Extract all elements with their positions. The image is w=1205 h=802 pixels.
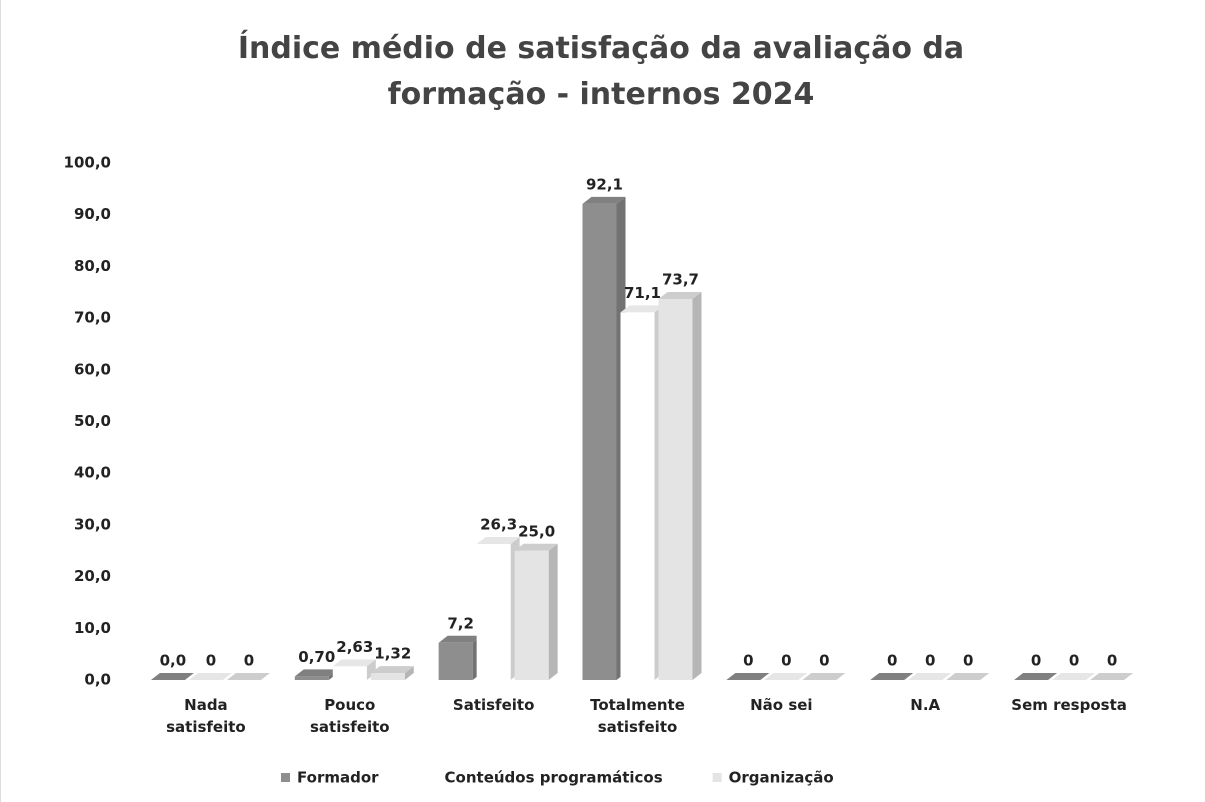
data-label: 71,1 (624, 284, 661, 302)
y-tick-label: 30,0 (74, 515, 111, 533)
bar-top (438, 635, 482, 643)
data-label: 0 (925, 652, 935, 670)
y-tick-label: 90,0 (74, 205, 111, 223)
x-tick-label: Não sei (750, 696, 813, 714)
legend-label: Formador (297, 769, 379, 787)
y-tick-label: 40,0 (74, 464, 111, 482)
data-label: 0 (781, 652, 791, 670)
bar-top (514, 543, 558, 551)
bar (658, 298, 693, 680)
data-label: 0 (206, 652, 216, 670)
data-label: 0 (1107, 652, 1117, 670)
data-label: 92,1 (586, 175, 623, 193)
x-tick-label: Nada satisfeito (166, 696, 246, 736)
bar-top (370, 666, 414, 674)
y-tick-label: 60,0 (74, 360, 111, 378)
legend-label: Conteúdos programáticos (445, 769, 663, 787)
bar (476, 544, 511, 680)
data-label: 0 (1069, 652, 1079, 670)
bar-side (404, 666, 414, 680)
bar-top (802, 673, 846, 680)
y-tick-label: 80,0 (74, 257, 111, 275)
bar (582, 203, 617, 680)
legend-swatch (428, 773, 438, 782)
y-tick-label: 20,0 (74, 567, 111, 585)
bar-side (692, 291, 702, 680)
x-tick-label: Pouco satisfeito (309, 696, 390, 736)
y-tick-label: 0,0 (84, 671, 111, 689)
data-label: 0,0 (160, 652, 187, 670)
y-tick-label: 50,0 (74, 412, 111, 430)
data-label: 7,2 (447, 614, 474, 632)
data-label: 0 (743, 652, 753, 670)
x-tick-label: N.A (910, 696, 941, 714)
x-tick-label: Sem resposta (1011, 696, 1127, 714)
data-label: 0 (244, 652, 254, 670)
bar (514, 550, 549, 680)
legend-swatch (281, 773, 290, 782)
chart-title: Índice médio de satisfação da avaliação … (237, 31, 965, 112)
y-tick-label: 70,0 (74, 309, 111, 327)
data-label: 25,0 (518, 522, 555, 540)
data-label: 0 (1031, 652, 1041, 670)
bar-top (332, 659, 376, 667)
data-label: 2,63 (336, 638, 373, 656)
data-label: 0 (819, 652, 829, 670)
bar (294, 676, 329, 680)
bar-top (226, 673, 270, 680)
bar-top (1014, 673, 1058, 680)
data-label: 0 (887, 652, 897, 670)
bar (370, 673, 405, 680)
bar-top (1052, 673, 1096, 680)
bar-top (188, 673, 232, 680)
bar-top (726, 673, 770, 680)
data-label: 0,70 (298, 648, 335, 666)
bar-top (658, 291, 702, 299)
bar-top (476, 537, 520, 545)
data-label: 73,7 (662, 270, 699, 288)
bar (438, 642, 473, 680)
bar-top (150, 673, 194, 680)
bar-side (366, 659, 376, 680)
bar-top (764, 673, 808, 680)
bar-top (870, 673, 914, 680)
legend-swatch (712, 773, 722, 782)
y-tick-label: 100,0 (64, 154, 111, 172)
bar (620, 312, 655, 680)
x-tick-label: Satisfeito (452, 696, 535, 714)
bar-top (582, 196, 626, 204)
data-label: 0 (963, 652, 973, 670)
legend-label: Organização (729, 769, 834, 787)
bar-top (946, 673, 990, 680)
bar-top (908, 673, 952, 680)
data-label: 26,3 (480, 516, 517, 534)
data-label: 1,32 (374, 645, 411, 663)
bar-side (548, 543, 558, 680)
bar-top (620, 305, 664, 313)
bar (332, 666, 367, 680)
bar-top (1090, 673, 1134, 680)
x-tick-label: Totalmente satisfeito (590, 696, 685, 736)
y-tick-label: 10,0 (74, 619, 111, 637)
bar-top (294, 669, 338, 677)
